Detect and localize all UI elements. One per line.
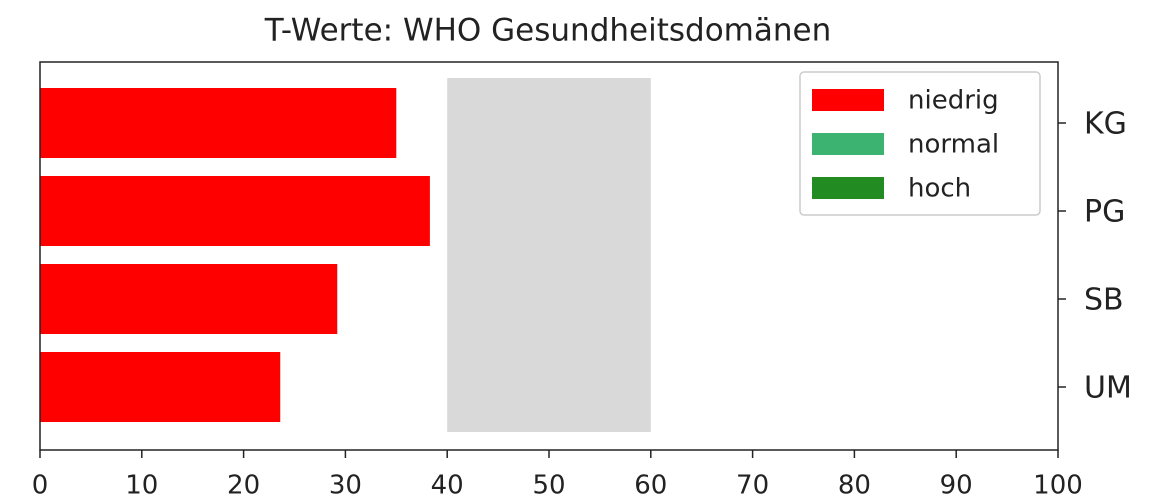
bar <box>40 176 430 246</box>
y-tick-label: UM <box>1084 371 1132 406</box>
legend-label: normal <box>908 130 999 160</box>
x-tick-label: 30 <box>329 471 362 499</box>
normal-band <box>447 78 651 432</box>
x-tick-label: 100 <box>1033 471 1083 499</box>
legend-swatch <box>812 133 884 155</box>
bar <box>40 264 338 334</box>
x-tick-label: 70 <box>736 471 769 499</box>
plot-frame <box>39 61 1059 451</box>
legend-label: niedrig <box>908 86 999 116</box>
legend-swatch <box>812 177 884 199</box>
x-tick-label: 90 <box>940 471 973 499</box>
x-tick-label: 40 <box>431 471 464 499</box>
x-tick-label: 20 <box>227 471 260 499</box>
x-tick-label: 80 <box>838 471 871 499</box>
x-tick-label: 50 <box>532 471 565 499</box>
x-tick-label: 10 <box>125 471 158 499</box>
chart-title: T-Werte: WHO Gesundheitsdomänen <box>264 13 831 49</box>
legend-swatch <box>812 89 884 111</box>
bar <box>40 352 281 422</box>
y-tick-label: SB <box>1084 283 1124 318</box>
legend-label: hoch <box>908 174 971 204</box>
x-tick-label: 60 <box>634 471 667 499</box>
x-tick-label: 0 <box>32 471 49 499</box>
bar <box>40 88 397 158</box>
y-tick-label: PG <box>1084 195 1125 230</box>
y-tick-label: KG <box>1084 107 1127 142</box>
